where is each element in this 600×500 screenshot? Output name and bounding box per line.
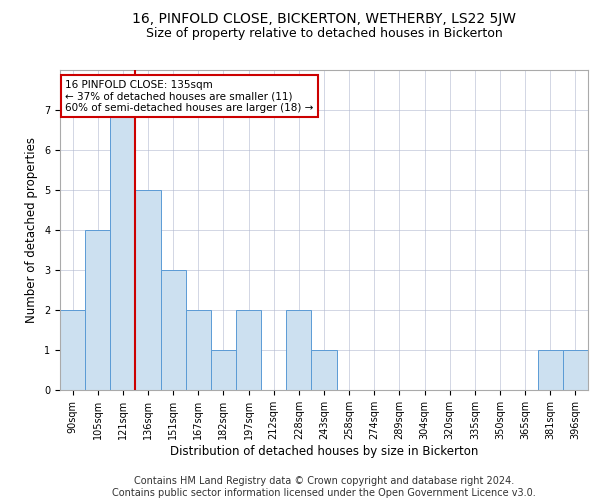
- Bar: [538, 350, 563, 390]
- Text: 16 PINFOLD CLOSE: 135sqm
← 37% of detached houses are smaller (11)
60% of semi-d: 16 PINFOLD CLOSE: 135sqm ← 37% of detach…: [65, 80, 314, 113]
- Bar: [236, 310, 261, 390]
- Bar: [563, 350, 588, 390]
- Bar: [186, 310, 211, 390]
- Bar: [311, 350, 337, 390]
- Bar: [136, 190, 161, 390]
- Text: 16, PINFOLD CLOSE, BICKERTON, WETHERBY, LS22 5JW: 16, PINFOLD CLOSE, BICKERTON, WETHERBY, …: [132, 12, 516, 26]
- Bar: [161, 270, 186, 390]
- Text: Contains HM Land Registry data © Crown copyright and database right 2024.
Contai: Contains HM Land Registry data © Crown c…: [112, 476, 536, 498]
- Bar: [211, 350, 236, 390]
- Bar: [85, 230, 110, 390]
- Text: Size of property relative to detached houses in Bickerton: Size of property relative to detached ho…: [146, 28, 502, 40]
- Bar: [60, 310, 85, 390]
- Y-axis label: Number of detached properties: Number of detached properties: [25, 137, 38, 323]
- X-axis label: Distribution of detached houses by size in Bickerton: Distribution of detached houses by size …: [170, 444, 478, 458]
- Bar: [110, 110, 136, 390]
- Bar: [286, 310, 311, 390]
